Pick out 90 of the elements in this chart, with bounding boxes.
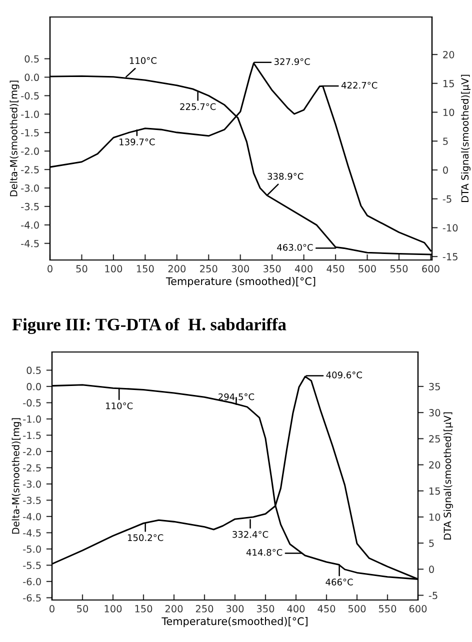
y2-tick-label: 10 [429,513,440,521]
annotation: 110°C [106,402,133,410]
y-tick-label: -4.0 [23,512,41,520]
x-tick-label: 0 [48,265,52,272]
annotation: 139.7°C [120,138,155,146]
y-tick-label: -5.5 [23,562,41,570]
y2-tick-label: 5 [443,138,448,145]
y-tick-label: -1.5 [21,129,39,136]
y-tick-label: -2.0 [23,448,41,456]
y2-tick-label: 10 [443,108,454,116]
y2-axis-title: DTA Signal(smoothed)[µV] [461,74,470,202]
annotation: 463.0°C [277,244,313,251]
x-axis-title: Temperature (smoothed)[°C] [166,277,316,288]
x-tick-label: 550 [378,605,396,612]
y-tick-label: 0.0 [24,74,39,82]
y-tick-label: 0.0 [26,382,41,390]
annotation: 466°C [326,578,353,586]
y2-tick-label: 25 [429,435,440,442]
x-tick-label: 550 [390,265,408,272]
x-tick-label: 200 [165,605,183,612]
x-tick-label: 450 [326,265,344,272]
y-tick-label: -1.5 [23,432,41,440]
y-tick-label: -0.5 [21,92,39,100]
y-tick-label: -6.0 [23,578,41,586]
y2-tick-label: -5 [442,195,452,203]
annotation: 294.5°C [218,393,254,400]
x-tick-label: 100 [104,605,122,612]
y2-tick-label: 35 [429,382,440,390]
annotation: 338.9°C [268,172,304,180]
y-tick-label: -4.5 [21,240,39,248]
x-tick-label: 400 [295,265,312,272]
y-tick-label: -1.0 [23,415,41,423]
x-tick-label: 150 [136,265,154,272]
x-tick-label: 50 [76,265,88,272]
y2-tick-label: 5 [429,540,434,547]
y-tick-label: -3.0 [21,184,39,192]
annotation: 225.7°C [180,103,216,110]
y-tick-label: -4.0 [21,221,39,229]
y2-tick-label: 20 [429,461,440,469]
y2-tick-label: 15 [443,80,454,88]
y-tick-label: -6.5 [23,594,41,602]
y2-axis-title: DTA Signal(smoothed)[µV] [444,412,453,540]
x-tick-label: 100 [105,265,122,272]
x-tick-label: 500 [358,265,376,272]
annotation: 150.2°C [128,534,164,542]
x-tick-label: 500 [348,605,366,612]
x-tick-label: 50 [77,605,88,612]
chart-title: Figure III: TG-DTA of H. sabdariffa [12,318,286,334]
x-tick-label: 200 [168,265,186,272]
x-tick-label: 0 [50,605,54,612]
y-tick-label: -3.0 [23,480,41,488]
y-tick-label: -3.5 [23,496,41,504]
annotation: 332.4°C [232,530,268,538]
y-tick-label: -2.0 [21,148,39,155]
x-tick-label: 400 [287,605,305,612]
y-tick-label: -1.0 [21,110,39,118]
x-tick-label: 600 [422,265,440,272]
y2-tick-label: 20 [443,50,454,58]
y-tick-label: -2.5 [21,166,39,174]
y2-tick-label: -15 [442,253,458,260]
y2-tick-label: -10 [442,224,458,232]
y-tick-label: -0.5 [23,399,41,407]
x-tick-label: 150 [135,605,152,612]
y-axis-title: Delta-M(smoothed)[mg] [12,418,22,534]
annotation: 422.7°C [341,82,378,89]
y2-tick-label: -5 [428,592,438,600]
y2-tick-label: 15 [429,487,440,495]
y-tick-label: 0.5 [24,55,39,63]
annotation: 327.9°C [274,58,310,66]
x-tick-label: 600 [409,605,427,612]
y2-tick-label: 30 [429,409,440,416]
annotation: 414.8°C [246,548,282,556]
y-tick-label: -2.5 [23,464,41,472]
x-tick-label: 300 [232,265,249,272]
y2-tick-label: 0 [429,566,434,574]
y-axis-title: Delta-M(smoothed)[mg] [10,80,20,196]
x-tick-label: 450 [318,605,336,612]
y-tick-label: -5.0 [23,545,41,553]
x-tick-label: 250 [196,605,214,612]
y-tick-label: 0.5 [26,366,41,374]
y2-tick-label: 0 [443,166,448,174]
y-tick-label: -3.5 [21,202,39,210]
x-axis-title: Temperature(smoothed)[°C] [162,617,308,628]
x-tick-label: 250 [200,265,218,272]
x-tick-label: 350 [256,605,274,612]
x-tick-label: 300 [226,605,244,612]
y-tick-label: -4.5 [23,529,41,537]
x-tick-label: 350 [264,265,281,272]
annotation: 110°C [130,57,156,64]
annotation: 409.6°C [326,372,362,378]
